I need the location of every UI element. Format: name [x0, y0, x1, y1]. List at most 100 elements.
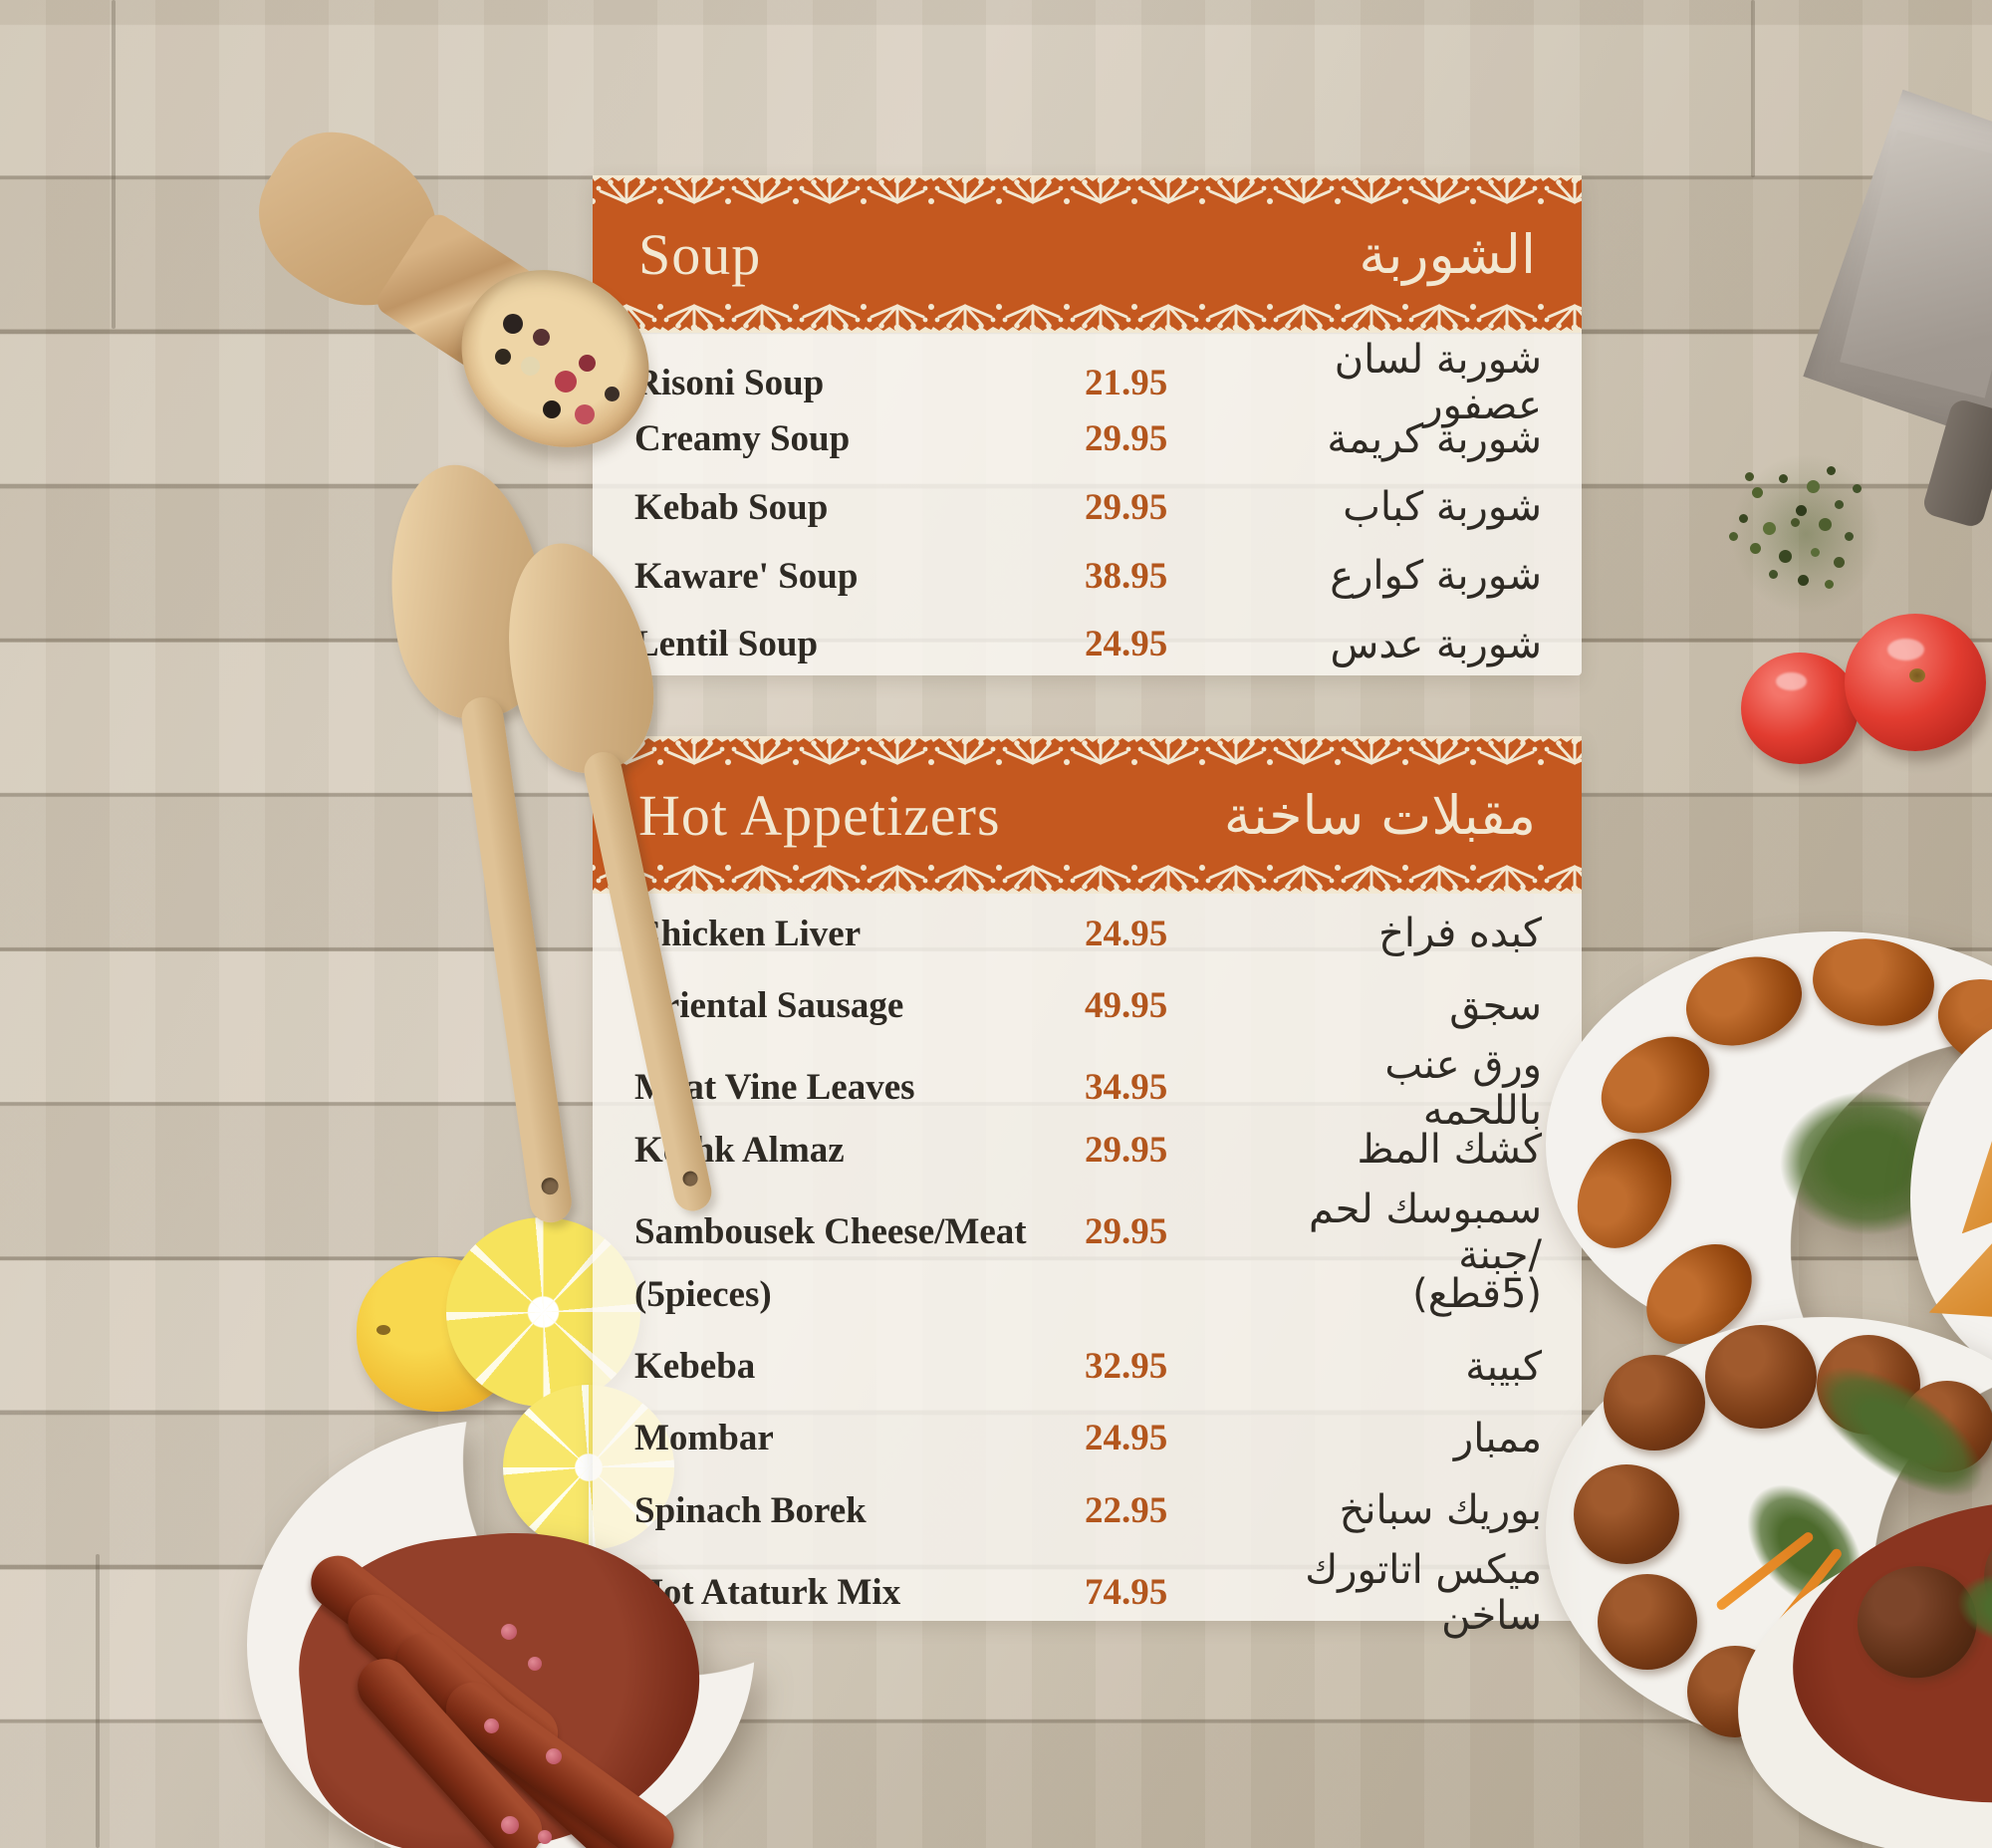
item-name-ar: شوربة كباب: [1343, 484, 1542, 531]
item-name-ar: شوربة عدس: [1330, 621, 1542, 667]
item-name-en: Kebab Soup: [634, 486, 829, 528]
item-name-ar: بوريك سبانخ: [1339, 1487, 1542, 1534]
item-name-en: Chicken Liver: [634, 913, 862, 954]
item-name-en: (5pieces): [634, 1273, 772, 1315]
menu-item: Meat Vine Leaves 34.95 ورق عنب باللحمه: [634, 1042, 1542, 1134]
sausage-bowl-image: [247, 1420, 755, 1848]
menu-item-list: Chicken Liver 24.95 كبده فراخ Oriental Saus…: [593, 894, 1582, 1639]
item-price: 29.95: [1085, 486, 1168, 528]
menu-item: Lentil Soup 24.95 شوربة عدس: [634, 610, 1542, 678]
item-name-en: Kebeba: [634, 1346, 756, 1388]
menu-item: Kaware' Soup 38.95 شوربة كوارع: [634, 542, 1542, 611]
menu-section-hot-appetizers: Hot Appetizers مقبلات ساخنة Chicken L: [593, 736, 1582, 1639]
lace-border-top: [593, 175, 1582, 205]
peppercorn-icon: [543, 400, 561, 418]
item-name-en: Mombar: [634, 1418, 774, 1459]
menu-item: Mombar 24.95 ممبار: [634, 1403, 1542, 1474]
item-name-ar: شوربة كوارع: [1330, 553, 1542, 600]
wood-joint: [112, 0, 116, 329]
menu-item: Risoni Soup 21.95 شوربة لسان عصفور: [634, 337, 1542, 428]
item-name-ar: كشك المظ: [1357, 1127, 1542, 1174]
section-title-en: Soup: [638, 221, 762, 287]
menu-item: Kebeba 32.95 كبيبة: [634, 1330, 1542, 1402]
meatball: [1604, 1355, 1705, 1451]
item-price: 29.95: [1085, 1211, 1168, 1253]
item-price: 24.95: [1085, 913, 1168, 954]
item-price: 34.95: [1085, 1067, 1168, 1109]
section-title-ar: مقبلات ساخنة: [1223, 783, 1536, 847]
menu-item: Sambousek Cheese/Meat 29.95 سمبوسك لحم /جب…: [634, 1187, 1542, 1278]
item-price: 49.95: [1085, 985, 1168, 1027]
item-price: 24.95: [1085, 624, 1168, 665]
menu-item: Hot Ataturk Mix 74.95 ميكس اتاتورك ساخن: [634, 1547, 1542, 1639]
meatball: [1598, 1574, 1697, 1670]
item-name-ar: ورق عنب باللحمه: [1384, 1041, 1542, 1134]
menu-item: Kebab Soup 29.95 شوربة كباب: [634, 473, 1542, 542]
section-title-ar: الشوربة: [1359, 222, 1536, 286]
pink-peppercorn-icon: [484, 1718, 499, 1733]
section-header: Hot Appetizers مقبلات ساخنة: [593, 736, 1582, 894]
herb-pile: [1731, 454, 1880, 614]
lace-border-bottom: [593, 864, 1582, 894]
lace-border-bottom: [593, 303, 1582, 333]
wooden-spice-scoop-image: [204, 107, 683, 483]
item-name-ar: سجق: [1449, 982, 1542, 1029]
item-price: 29.95: [1085, 1129, 1168, 1171]
menu-item: Creamy Soup 29.95 شوربة كريمة: [634, 405, 1542, 474]
meatball: [1574, 1464, 1679, 1564]
menu-item: Spinach Borek 22.95 بوريك سبانخ: [634, 1474, 1542, 1546]
item-price: 21.95: [1085, 362, 1168, 403]
dried-herbs-image: [1721, 438, 1900, 638]
item-name-ar: ميكس اتاتورك ساخن: [1305, 1546, 1542, 1639]
item-name-ar: كبده فراخ: [1378, 911, 1542, 957]
lace-border-top: [593, 736, 1582, 766]
item-name-ar: (5قطع): [1412, 1271, 1542, 1318]
menu-item: Oriental Sausage 49.95 سجق: [634, 969, 1542, 1041]
menu-section-soup: Soup الشوربة Risoni Soup 21.95 شوربة لس: [593, 175, 1582, 675]
item-name-ar: سمبوسك لحم /جبنة: [1309, 1186, 1542, 1278]
tomato-image: [1741, 653, 1859, 764]
item-name-en: Kaware' Soup: [634, 555, 859, 597]
section-title-en: Hot Appetizers: [638, 782, 1001, 848]
item-price: 22.95: [1085, 1489, 1168, 1531]
item-name-en: Sambousek Cheese/Meat: [634, 1211, 1027, 1253]
item-price: 29.95: [1085, 418, 1168, 460]
menu-item: Keshk Almaz 29.95 كشك المظ: [634, 1114, 1542, 1186]
item-name-ar: كبيبة: [1465, 1343, 1542, 1390]
item-name-ar: شوربة كريمة: [1327, 415, 1542, 462]
peppercorn-icon: [575, 404, 595, 424]
menu-item: (5pieces) (5قطع): [634, 1258, 1542, 1330]
item-price: 38.95: [1085, 555, 1168, 597]
menu-item: Chicken Liver 24.95 كبده فراخ: [634, 898, 1542, 969]
spatula-handle: [581, 748, 715, 1215]
peppercorn-icon: [533, 329, 550, 346]
peppercorn-icon: [495, 349, 511, 365]
samosa-plate-image: [1910, 1008, 1992, 1387]
item-price: 74.95: [1085, 1572, 1168, 1614]
item-name-en: Risoni Soup: [634, 362, 825, 403]
item-price: 24.95: [1085, 1418, 1168, 1459]
pink-peppercorn-icon: [501, 1816, 519, 1834]
wood-joint: [96, 1554, 100, 1848]
peppercorn-icon: [555, 371, 577, 393]
peppercorn-icon: [579, 355, 596, 372]
pink-peppercorn-icon: [538, 1830, 552, 1844]
item-name-ar: ممبار: [1453, 1415, 1542, 1461]
item-name-en: Oriental Sausage: [634, 985, 904, 1027]
pink-peppercorn-icon: [528, 1657, 542, 1671]
pink-peppercorn-icon: [546, 1748, 562, 1764]
item-name-en: Creamy Soup: [634, 418, 851, 460]
tomato-image: [1845, 614, 1986, 751]
pink-peppercorn-icon: [501, 1624, 517, 1640]
item-name-en: Lentil Soup: [634, 624, 819, 665]
spatula-paddle: [486, 529, 669, 785]
peppercorn-icon: [503, 314, 523, 334]
item-price: 32.95: [1085, 1346, 1168, 1388]
item-name-ar: شوربة لسان عصفور: [1334, 337, 1542, 428]
peppercorn-icon: [521, 357, 540, 376]
peppercorn-icon: [605, 387, 620, 401]
wood-joint: [1751, 0, 1755, 177]
section-header: Soup الشوربة: [593, 175, 1582, 333]
herb-specks: [1791, 518, 1800, 527]
menu-item-list: Risoni Soup 21.95 شوربة لسان عصفور Creamy S…: [593, 333, 1582, 678]
